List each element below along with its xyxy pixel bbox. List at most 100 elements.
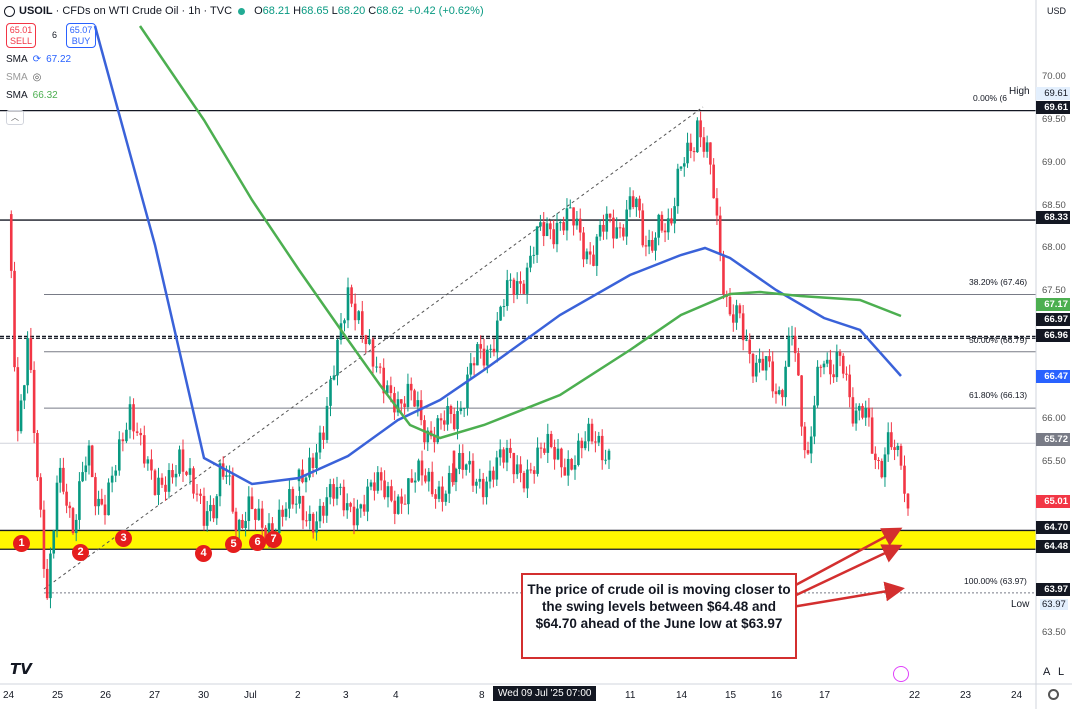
candle — [565, 198, 569, 241]
candle — [322, 426, 325, 449]
buy-button[interactable]: 65.07 BUY — [66, 23, 96, 48]
candle — [332, 478, 335, 507]
candle — [607, 448, 611, 469]
candle — [322, 502, 325, 524]
candle — [880, 458, 884, 479]
candle — [360, 300, 364, 343]
settings-gear-icon[interactable] — [1048, 689, 1059, 700]
swing-marker: 7 — [265, 531, 282, 548]
candle — [257, 499, 261, 521]
candle — [209, 495, 212, 522]
candle — [522, 280, 526, 295]
candle — [464, 463, 468, 476]
low-label: L — [331, 5, 338, 17]
candle — [532, 466, 536, 484]
candle — [297, 468, 301, 491]
indicator-value: 67.22 — [46, 54, 72, 65]
candle — [114, 464, 118, 483]
candle — [139, 428, 143, 446]
candle — [829, 349, 832, 385]
candle — [128, 396, 132, 439]
candle — [573, 455, 577, 480]
candle — [809, 426, 813, 464]
chart-header: USOIL · CFDs on WTI Crude Oil · 1h · TVC… — [0, 0, 484, 22]
candle — [461, 444, 465, 479]
auto-scale-button[interactable]: A — [1043, 666, 1051, 678]
fibonacci-label: 50.00% (66.79) — [969, 335, 1028, 345]
candle — [343, 318, 346, 332]
sell-label: SELL — [9, 36, 33, 46]
candle — [575, 210, 579, 230]
candle — [768, 349, 771, 368]
candle — [625, 199, 628, 245]
indicator-sma-3[interactable]: SMA 66.32 — [6, 90, 58, 101]
swing-marker: 6 — [249, 534, 266, 551]
indicator-label: SMA — [6, 90, 28, 101]
candle — [171, 463, 174, 484]
candle — [771, 351, 775, 398]
candle — [641, 203, 645, 248]
candle — [308, 505, 312, 530]
candle — [578, 208, 582, 241]
candle — [45, 558, 49, 600]
sma-green-line — [138, 25, 902, 440]
candle — [291, 486, 295, 509]
candle — [160, 473, 164, 489]
currency-label[interactable]: USD — [1046, 6, 1066, 16]
log-scale-button[interactable]: L — [1058, 666, 1065, 678]
candle — [9, 210, 13, 279]
candle — [654, 232, 657, 261]
hidden-eye-icon[interactable]: ◎ — [32, 72, 42, 83]
candle — [793, 327, 797, 362]
candle — [638, 195, 641, 219]
candle — [644, 235, 648, 257]
candle — [71, 507, 75, 535]
arrow — [791, 527, 903, 589]
candle — [90, 444, 94, 478]
time-tick-label: 27 — [149, 690, 161, 701]
candle — [816, 360, 819, 408]
candle — [774, 383, 778, 404]
candle — [362, 494, 366, 516]
symbol-name[interactable]: USOIL — [19, 5, 53, 17]
candle — [135, 422, 139, 436]
candle — [178, 445, 181, 477]
candle — [502, 447, 505, 469]
sell-button[interactable]: 65.01 SELL — [6, 23, 36, 48]
candle — [78, 472, 81, 530]
candle — [761, 351, 765, 371]
candle — [342, 479, 346, 517]
time-tick-label: 8 — [479, 690, 485, 701]
collapse-legend-icon[interactable]: ︿ — [6, 110, 24, 125]
candle — [192, 466, 195, 499]
candle — [416, 391, 420, 417]
candle — [234, 507, 238, 539]
candle — [459, 401, 463, 415]
candle — [522, 470, 526, 493]
candle — [157, 467, 160, 506]
candle — [546, 423, 550, 464]
candle — [376, 466, 380, 494]
candle — [651, 231, 654, 253]
candle — [26, 331, 29, 394]
candle — [462, 407, 466, 418]
indicator-sma-1[interactable]: SMA ⟳ 67.22 — [6, 54, 71, 65]
candle — [441, 476, 444, 512]
candle — [13, 261, 16, 372]
candle — [819, 364, 823, 378]
candle — [403, 396, 406, 415]
candle — [371, 337, 375, 377]
candle — [413, 472, 417, 493]
low-value: 68.20 — [337, 5, 366, 17]
indicator-sma-2[interactable]: SMA ◎ — [6, 72, 41, 83]
candle — [339, 483, 342, 496]
alert-icon[interactable] — [893, 666, 909, 682]
candle — [471, 453, 475, 493]
candle — [103, 494, 107, 525]
candle — [205, 500, 209, 532]
candle — [475, 478, 478, 494]
candle — [553, 439, 556, 470]
candle — [353, 293, 357, 331]
candle — [121, 432, 125, 452]
